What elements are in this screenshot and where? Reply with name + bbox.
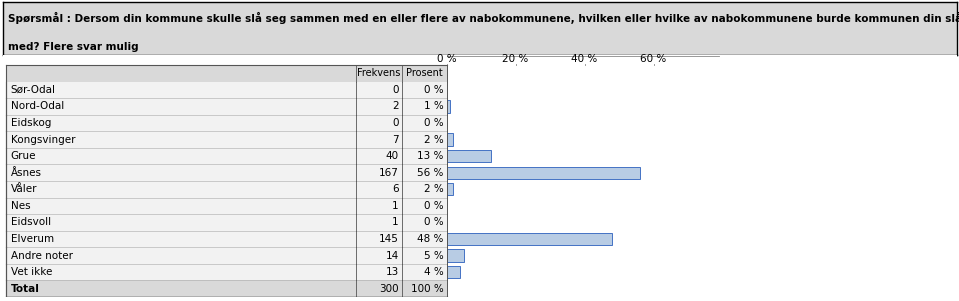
Bar [6, 82, 447, 98]
Text: Andre noter: Andre noter [11, 250, 73, 261]
Text: 20 %: 20 % [503, 54, 528, 64]
Text: 2 %: 2 % [424, 184, 444, 194]
Text: 1 %: 1 % [424, 101, 444, 111]
Text: Elverum: Elverum [11, 234, 54, 244]
Bar [6, 164, 447, 181]
Text: Vet ikke: Vet ikke [11, 267, 52, 277]
Bar [447, 150, 491, 162]
Text: 1: 1 [392, 217, 399, 228]
Text: 14: 14 [386, 250, 399, 261]
Text: 40: 40 [386, 151, 399, 161]
Text: Åsnes: Åsnes [11, 168, 41, 178]
Text: 100 %: 100 % [411, 284, 444, 294]
Bar [447, 233, 612, 245]
Text: 0 %: 0 % [424, 217, 444, 228]
Bar [447, 249, 464, 262]
Bar [6, 131, 447, 148]
Text: 0 %: 0 % [424, 201, 444, 211]
Text: 60 %: 60 % [641, 54, 667, 64]
Bar [6, 65, 447, 82]
Text: 145: 145 [379, 234, 399, 244]
Text: 0 %: 0 % [436, 54, 456, 64]
Text: 167: 167 [379, 168, 399, 178]
Text: Våler: Våler [11, 184, 37, 194]
Bar [6, 281, 447, 297]
Bar [6, 247, 447, 264]
Text: Total: Total [11, 284, 39, 294]
Bar [6, 197, 447, 214]
Text: Eidskog: Eidskog [11, 118, 51, 128]
Text: 5 %: 5 % [424, 250, 444, 261]
Text: 0: 0 [392, 85, 399, 95]
Text: med? Flere svar mulig: med? Flere svar mulig [8, 42, 138, 52]
Bar [447, 100, 450, 113]
Bar [6, 148, 447, 164]
Bar [447, 133, 454, 146]
Text: 13 %: 13 % [417, 151, 444, 161]
Text: Sør-Odal: Sør-Odal [11, 85, 56, 95]
Bar [447, 166, 640, 179]
Bar [6, 98, 447, 115]
Text: 13: 13 [386, 267, 399, 277]
Text: Nes: Nes [11, 201, 30, 211]
Text: 1: 1 [392, 201, 399, 211]
Text: Nord-Odal: Nord-Odal [11, 101, 63, 111]
Bar [6, 264, 447, 281]
Text: 56 %: 56 % [417, 168, 444, 178]
Text: Prosent: Prosent [406, 68, 442, 78]
Text: 2 %: 2 % [424, 135, 444, 144]
Text: Kongsvinger: Kongsvinger [11, 135, 75, 144]
Bar [6, 115, 447, 131]
Text: 300: 300 [379, 284, 399, 294]
Text: 4 %: 4 % [424, 267, 444, 277]
Text: Spørsmål : Dersom din kommune skulle slå seg sammen med en eller flere av naboko: Spørsmål : Dersom din kommune skulle slå… [8, 12, 959, 24]
Bar [447, 183, 454, 196]
Text: 48 %: 48 % [417, 234, 444, 244]
Text: Eidsvoll: Eidsvoll [11, 217, 51, 228]
Text: 7: 7 [392, 135, 399, 144]
Text: 0 %: 0 % [424, 118, 444, 128]
Bar [6, 214, 447, 231]
Text: 0: 0 [392, 118, 399, 128]
Text: Frekvens: Frekvens [357, 68, 401, 78]
Text: 6: 6 [392, 184, 399, 194]
Bar [6, 231, 447, 247]
Bar [6, 181, 447, 197]
Text: 2: 2 [392, 101, 399, 111]
Text: Grue: Grue [11, 151, 36, 161]
Text: 40 %: 40 % [572, 54, 597, 64]
Bar [447, 266, 460, 278]
Text: 0 %: 0 % [424, 85, 444, 95]
